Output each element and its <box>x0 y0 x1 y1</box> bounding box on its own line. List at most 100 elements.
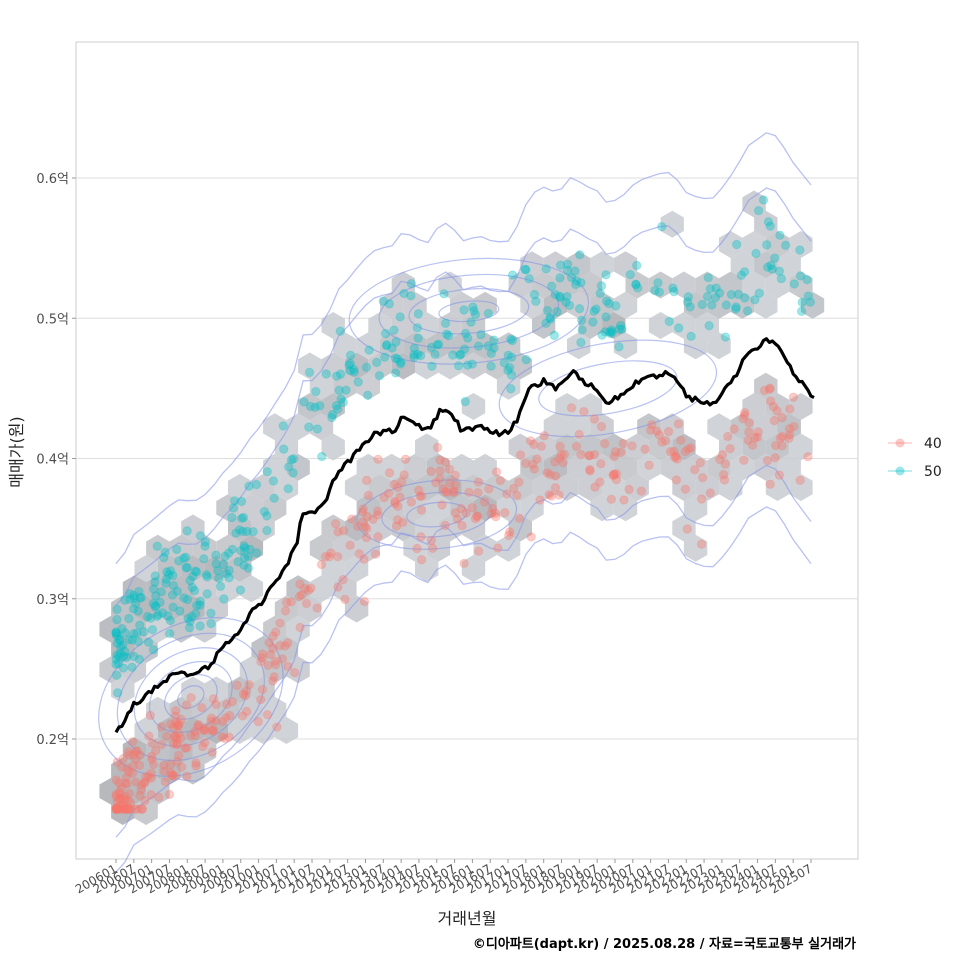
point-50 <box>148 584 159 594</box>
point-40 <box>257 653 268 663</box>
point-50 <box>299 397 309 407</box>
point-40 <box>464 487 474 498</box>
point-50 <box>162 567 172 577</box>
hex-bin <box>426 332 451 360</box>
hex-bin <box>789 231 813 258</box>
point-50 <box>399 288 409 299</box>
point-40 <box>169 771 180 781</box>
point-50 <box>780 240 791 251</box>
point-40 <box>326 548 336 558</box>
point-40 <box>372 506 383 516</box>
point-40 <box>585 466 595 476</box>
point-50 <box>239 541 249 551</box>
point-40 <box>550 483 561 493</box>
point-50 <box>262 511 272 521</box>
point-40 <box>670 452 680 463</box>
point-40 <box>257 649 268 659</box>
point-40 <box>759 385 770 396</box>
point-40 <box>584 450 594 461</box>
point-50 <box>151 591 161 601</box>
point-40 <box>160 777 170 787</box>
point-40 <box>532 454 542 464</box>
point-40 <box>609 451 619 462</box>
point-50 <box>244 481 254 491</box>
point-40 <box>640 444 650 454</box>
point-50 <box>156 587 167 597</box>
point-50 <box>707 300 717 310</box>
point-40 <box>585 451 595 461</box>
point-40 <box>368 514 378 525</box>
point-40 <box>542 468 552 478</box>
point-50 <box>157 608 168 618</box>
point-50 <box>181 562 191 573</box>
point-40 <box>156 739 167 750</box>
point-50 <box>111 670 122 681</box>
point-40 <box>384 468 395 478</box>
point-40 <box>238 689 249 699</box>
point-40 <box>777 441 787 451</box>
point-40 <box>123 747 134 757</box>
point-40 <box>112 804 122 814</box>
hex-bin <box>356 534 380 562</box>
point-40 <box>244 679 254 690</box>
hex-bin <box>602 433 626 461</box>
point-50 <box>315 401 325 411</box>
hex-bin <box>181 595 205 623</box>
hex-bin <box>192 575 217 603</box>
point-50 <box>632 260 642 271</box>
point-50 <box>288 454 299 464</box>
point-40 <box>521 458 531 469</box>
point-50 <box>283 483 294 494</box>
hex-bin <box>473 453 497 481</box>
hex-bin <box>111 757 135 785</box>
point-40 <box>146 768 156 778</box>
point-50 <box>554 291 565 301</box>
point-50 <box>239 552 250 563</box>
point-40 <box>442 487 453 497</box>
hex-bin <box>321 312 345 339</box>
hex-bin <box>228 514 252 542</box>
hex-bin <box>625 474 649 501</box>
point-40 <box>148 759 159 770</box>
hex-bin <box>754 210 778 238</box>
hex-bin <box>169 696 193 724</box>
point-50 <box>114 651 124 662</box>
point-40 <box>224 732 234 742</box>
point-50 <box>459 344 470 354</box>
point-40 <box>174 728 184 739</box>
point-40 <box>432 442 443 453</box>
point-50 <box>576 315 587 326</box>
hex-bin <box>520 251 544 279</box>
point-40 <box>676 435 686 446</box>
point-40 <box>370 549 381 559</box>
point-40 <box>373 531 383 542</box>
point-50 <box>521 354 531 365</box>
point-40 <box>111 802 122 813</box>
point-50 <box>409 343 420 353</box>
point-40 <box>406 497 417 507</box>
point-50 <box>631 279 641 290</box>
point-40 <box>112 757 122 767</box>
hex-bin <box>789 474 813 501</box>
point-50 <box>392 354 403 364</box>
point-40 <box>606 494 617 505</box>
hex-bin <box>192 615 217 643</box>
hex-bin <box>356 453 380 481</box>
point-50 <box>187 611 197 621</box>
point-50 <box>188 571 198 582</box>
point-40 <box>723 431 733 442</box>
point-50 <box>372 357 382 368</box>
point-40 <box>181 700 192 710</box>
point-40 <box>738 413 748 424</box>
point-40 <box>717 450 728 460</box>
point-50 <box>413 349 423 360</box>
point-40 <box>361 532 372 543</box>
point-50 <box>189 586 200 596</box>
hex-bin <box>683 534 708 562</box>
density-contour <box>348 257 590 365</box>
hex-bin <box>555 433 579 461</box>
point-50 <box>654 287 665 297</box>
hex-bin <box>695 271 719 299</box>
point-50 <box>111 654 121 664</box>
point-50 <box>682 297 693 307</box>
